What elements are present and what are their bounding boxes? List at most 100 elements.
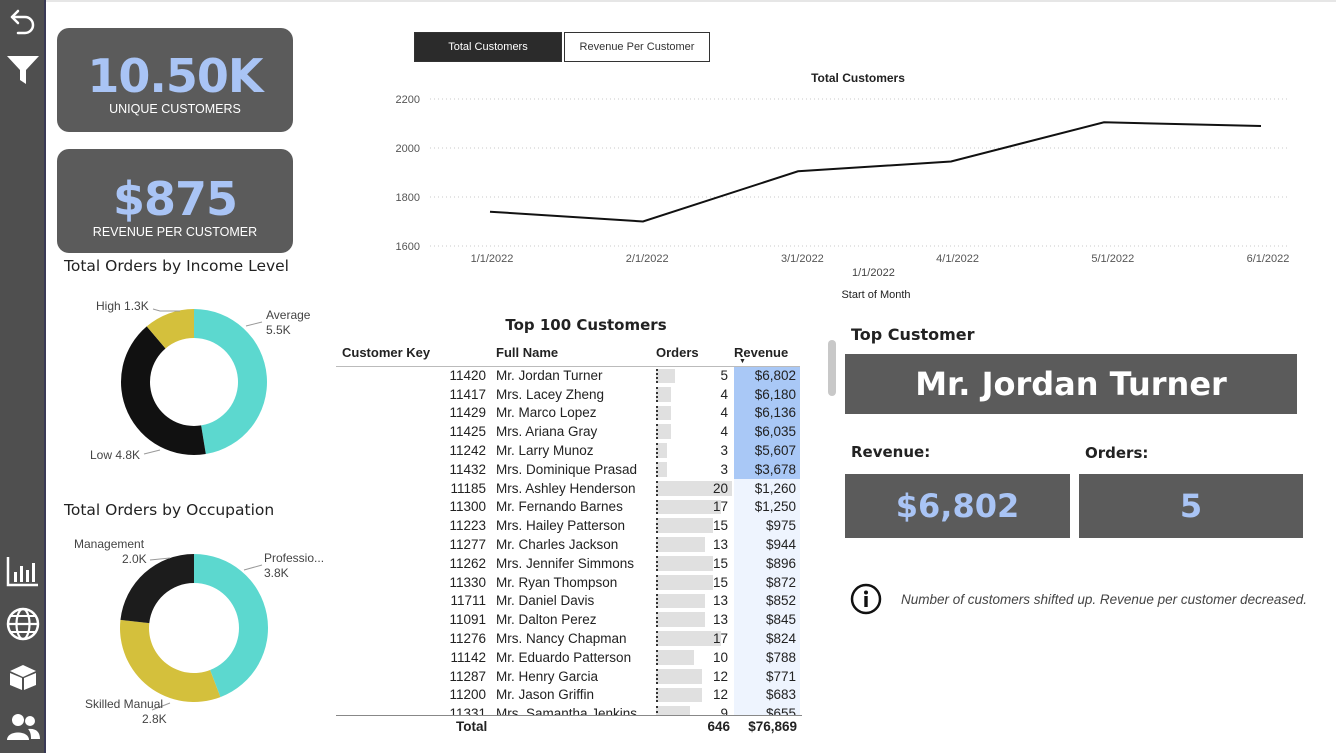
table-row[interactable]: 11287 Mr. Henry Garcia 12 $771 [336, 666, 800, 686]
cell-full-name: Mr. Eduardo Patterson [496, 649, 632, 665]
cell-full-name: Mr. Jason Griffin [496, 687, 595, 703]
cell-full-name: Mr. Daniel Davis [496, 593, 595, 609]
cell-full-name: Mr. Larry Munoz [496, 443, 594, 459]
cell-full-name: Mrs. Nancy Chapman [496, 631, 627, 647]
cell-revenue: $1,250 [734, 497, 800, 517]
orders-value: 15 [712, 555, 728, 571]
cell-revenue: $788 [734, 647, 800, 667]
unique-customers-label: UNIQUE CUSTOMERS [109, 102, 241, 116]
income-slice-low[interactable] [121, 326, 206, 455]
header-revenue[interactable]: Revenue ▼ [734, 340, 800, 366]
cell-full-name: Mr. Ryan Thompson [496, 574, 618, 590]
orders-value: 3 [720, 443, 728, 459]
top-customer-title: Top Customer [851, 325, 975, 344]
income-average-label: Average 5.5K [266, 308, 310, 338]
y-tick-label: 1600 [396, 241, 420, 253]
income-high-name: High [96, 299, 121, 313]
cell-revenue: $824 [734, 629, 800, 648]
cell-revenue: $655 [734, 704, 800, 715]
header-full-name[interactable]: Full Name [496, 345, 559, 361]
totals-orders: 646 [707, 719, 730, 734]
cell-customer-key: 11287 [449, 668, 486, 684]
cell-revenue: $852 [734, 591, 800, 611]
cell-orders: 4 [654, 385, 734, 404]
orders-bar [656, 424, 672, 440]
orders-value: 3 [720, 461, 728, 477]
orders-bar [656, 499, 721, 515]
cell-revenue: $6,035 [734, 422, 800, 442]
cell-customer-key: 11330 [449, 574, 486, 590]
tab-total-customers[interactable]: Total Customers [414, 32, 562, 62]
globe-icon[interactable] [5, 606, 41, 642]
users-icon[interactable] [5, 709, 41, 745]
table-row[interactable]: 11432 Mrs. Dominique Prasad 3 $3,678 [336, 459, 800, 479]
cell-orders: 12 [654, 686, 734, 705]
totals-revenue: $76,869 [748, 719, 797, 734]
orders-value: 12 [712, 668, 728, 684]
filter-icon[interactable] [5, 52, 41, 88]
table-row[interactable]: 11277 Mr. Charles Jackson 13 $944 [336, 535, 800, 554]
cell-orders: 15 [654, 573, 734, 592]
table-row[interactable]: 11331 Mrs. Samantha Jenkins 9 $655 [336, 704, 800, 715]
occupation-slice-skilled-manual[interactable] [119, 619, 221, 702]
box-icon[interactable] [5, 658, 41, 694]
table-row[interactable]: 11223 Mrs. Hailey Patterson 15 $975 [336, 516, 800, 536]
income-low-value: 4.8K [115, 448, 141, 462]
sort-desc-icon: ▼ [739, 358, 746, 365]
header-customer-key[interactable]: Customer Key [342, 345, 431, 361]
back-arrow-icon[interactable] [5, 2, 41, 38]
table-row[interactable]: 11420 Mr. Jordan Turner 5 $6,802 [336, 366, 800, 385]
top-customer-revenue: $6,802 [845, 474, 1070, 538]
top-border [46, 0, 1336, 2]
cell-revenue: $3,678 [734, 459, 800, 479]
table-row[interactable]: 11429 Mr. Marco Lopez 4 $6,136 [336, 403, 800, 423]
unique-customers-card: 10.50K UNIQUE CUSTOMERS [57, 28, 293, 132]
orders-value: 12 [712, 687, 728, 703]
orders-value: 20 [712, 480, 728, 496]
series-line-total-customers[interactable] [489, 121, 1262, 223]
table-row[interactable]: 11091 Mr. Dalton Perez 13 $845 [336, 610, 800, 630]
table-row[interactable]: 11425 Mrs. Ariana Gray 4 $6,035 [336, 422, 800, 442]
cell-revenue: $6,136 [734, 403, 800, 423]
income-donut-chart [121, 308, 267, 455]
top-customer-name: Mr. Jordan Turner [845, 354, 1297, 414]
cell-full-name: Mrs. Samantha Jenkins [496, 706, 638, 715]
income-slice-high[interactable] [146, 309, 194, 349]
table-row[interactable]: 11417 Mrs. Lacey Zheng 4 $6,180 [336, 384, 800, 404]
table-row[interactable]: 11242 Mr. Larry Munoz 3 $5,607 [336, 441, 800, 460]
table-row[interactable]: 11330 Mr. Ryan Thompson 15 $872 [336, 572, 800, 592]
orders-value: 4 [720, 405, 728, 421]
sidebar [0, 0, 46, 753]
occupation-slice-management[interactable] [120, 554, 194, 624]
orders-label: Orders: [1085, 444, 1149, 462]
cell-full-name: Mr. Charles Jackson [496, 537, 619, 553]
insight-text: Number of customers shifted up. Revenue … [901, 592, 1307, 607]
cell-customer-key: 11425 [449, 424, 486, 440]
orders-bar [656, 612, 706, 628]
table-row[interactable]: 11300 Mr. Fernando Barnes 17 $1,250 [336, 497, 800, 517]
occupation-professional-name: Professio... [264, 551, 325, 565]
x-tick-label: 3/1/2022 [781, 253, 824, 265]
table-row[interactable]: 11276 Mrs. Nancy Chapman 17 $824 [336, 629, 800, 648]
occupation-slice-professional[interactable] [194, 554, 268, 698]
cell-orders: 4 [654, 404, 734, 423]
cell-orders: 13 [654, 592, 734, 611]
customers-table[interactable]: Customer Key Full Name Orders Revenue ▼ 1… [336, 340, 802, 715]
cell-customer-key: 11300 [449, 499, 486, 515]
table-row[interactable]: 11262 Mrs. Jennifer Simmons 15 $896 [336, 553, 800, 573]
table-row[interactable]: 11200 Mr. Jason Griffin 12 $683 [336, 685, 800, 705]
orders-bar [656, 405, 672, 421]
header-orders[interactable]: Orders [656, 345, 699, 361]
tab-revenue-per-customer[interactable]: Revenue Per Customer [564, 32, 710, 62]
table-row[interactable]: 11185 Mrs. Ashley Henderson 20 $1,260 [336, 478, 800, 498]
cell-customer-key: 11276 [449, 631, 486, 647]
orders-bar [656, 518, 713, 534]
bar-chart-icon[interactable] [5, 553, 41, 589]
table-scrollbar[interactable] [828, 340, 836, 396]
revenue-per-customer-value: $875 [112, 172, 238, 226]
table-row[interactable]: 11711 Mr. Daniel Davis 13 $852 [336, 591, 800, 611]
cell-revenue: $872 [734, 572, 800, 592]
table-row[interactable]: 11142 Mr. Eduardo Patterson 10 $788 [336, 647, 800, 667]
income-slice-average[interactable] [194, 309, 267, 455]
orders-value: 15 [712, 574, 728, 590]
